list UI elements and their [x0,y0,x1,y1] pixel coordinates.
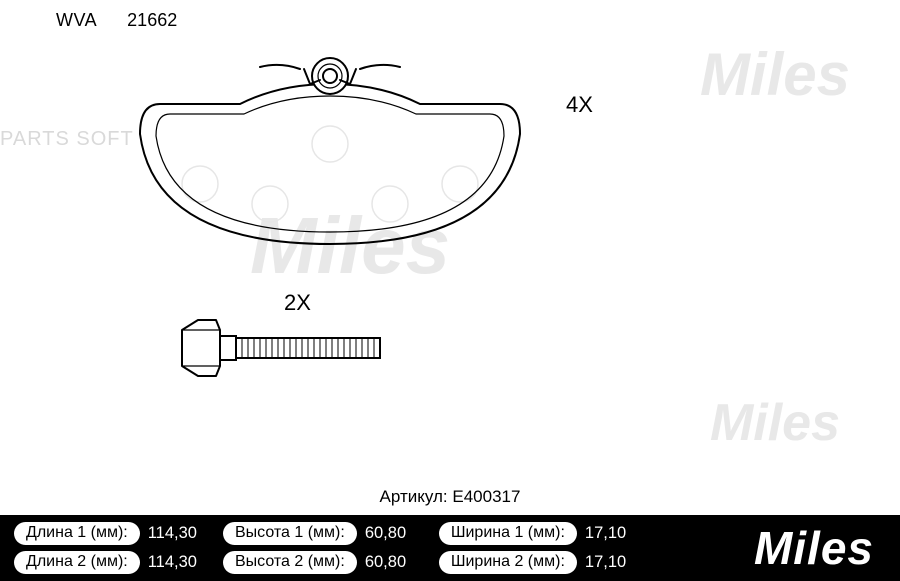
spec-length2-label: Длина 2 (мм): [14,551,140,574]
brake-pad-diagram [110,44,550,274]
pad-quantity-label: 4X [566,92,593,118]
code-row: WVA 21662 [56,10,177,31]
spec-length1-label: Длина 1 (мм): [14,522,140,545]
spec-height1-label: Высота 1 (мм): [223,522,357,545]
article-value: E400317 [452,487,520,506]
spec-length2-value: 114,30 [148,553,215,572]
page-canvas: Miles Miles Miles PARTS SOFT WVA 21662 4… [0,0,900,581]
spec-height1-value: 60,80 [365,524,431,543]
spec-width2-value: 17,10 [585,553,651,572]
article-line: Артикул: E400317 [0,487,900,507]
spec-bar: Длина 1 (мм): 114,30 Высота 1 (мм): 60,8… [0,515,900,581]
article-label: Артикул: [380,487,448,506]
spec-width2-label: Ширина 2 (мм): [439,551,577,574]
spec-height2-value: 60,80 [365,553,431,572]
watermark-bottom-right: Miles [710,393,840,453]
spec-width1-label: Ширина 1 (мм): [439,522,577,545]
spec-row-1: Длина 1 (мм): 114,30 Высота 1 (мм): 60,8… [14,522,700,545]
bolt-diagram [180,318,390,378]
spec-height2-label: Высота 2 (мм): [223,551,357,574]
spec-length1-value: 114,30 [148,524,215,543]
brand-logo: Miles [754,521,874,575]
bolt-quantity-label: 2X [284,290,311,316]
spec-row-2: Длина 2 (мм): 114,30 Высота 2 (мм): 60,8… [14,551,700,574]
spec-rows: Длина 1 (мм): 114,30 Высота 1 (мм): 60,8… [0,515,700,581]
watermark-top-right: Miles [700,40,850,109]
code-value: 21662 [127,10,177,31]
spec-width1-value: 17,10 [585,524,651,543]
diagram-area: 4X 2X [110,34,560,414]
code-label: WVA [56,10,97,31]
